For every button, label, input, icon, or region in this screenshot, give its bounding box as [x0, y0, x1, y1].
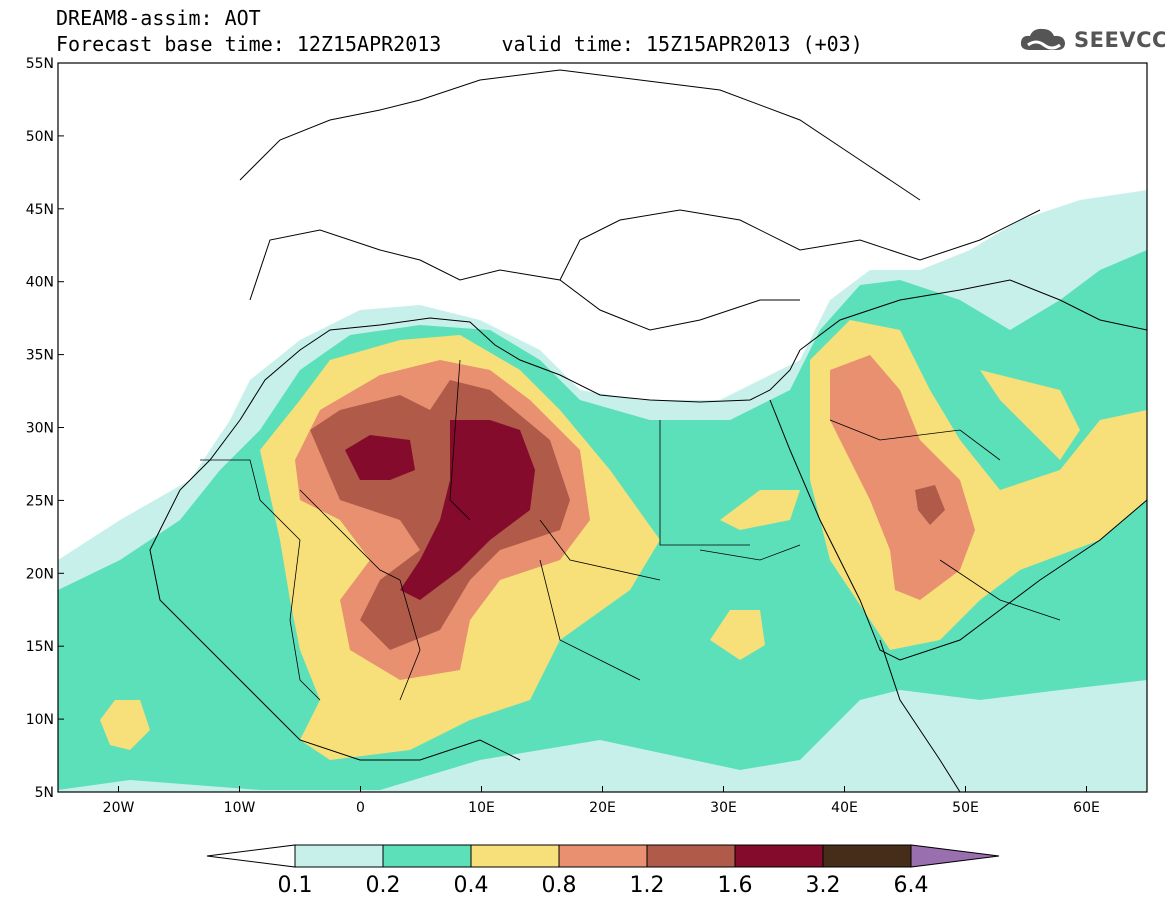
aot-contour-1.2-arabia [915, 485, 945, 525]
aot-contour-0.4-egypt [720, 490, 800, 530]
colorbar-label: 0.1 [278, 873, 313, 898]
aot-contour-1.6-west [345, 435, 415, 480]
colorbar-label: 3.2 [806, 873, 841, 898]
colorbar-bin [822, 844, 912, 868]
colorbar-bin [646, 844, 736, 868]
lat-label-40N: 40N [26, 275, 54, 291]
colorbar-bin [558, 844, 648, 868]
colorbar-label: 0.8 [542, 873, 577, 898]
lon-label-20E: 20E [589, 800, 616, 816]
colorbar-over-arrow [910, 844, 1000, 868]
latitude-axis: 55N 50N 45N 40N 35N 30N 25N 20N 15N 10N 5N [26, 56, 64, 801]
colorbar-label: 6.4 [894, 873, 929, 898]
lon-label-0: 0 [356, 800, 365, 816]
colorbar-bin [382, 844, 472, 868]
lat-label-20N: 20N [26, 566, 54, 582]
lat-label-15N: 15N [26, 639, 54, 655]
colorbar: 0.1 0.2 0.4 0.8 1.2 1.6 3.2 6.4 [206, 844, 1000, 898]
colorbar-under-arrow [206, 844, 296, 868]
colorbar-label: 1.6 [718, 873, 753, 898]
colorbar-bin [470, 844, 560, 868]
lat-label-35N: 35N [26, 348, 54, 364]
lat-label-50N: 50N [26, 129, 54, 145]
aot-field [58, 190, 1147, 792]
lon-label-60E: 60E [1073, 800, 1100, 816]
lon-label-20W: 20W [103, 800, 135, 816]
lat-label-30N: 30N [26, 421, 54, 437]
lat-label-5N: 5N [35, 785, 54, 801]
coastlines [149, 69, 1147, 792]
aot-contour-0.4-gulf [980, 370, 1080, 460]
cloud-logo-icon [1020, 28, 1065, 50]
aot-contour-0.4-sudan [710, 610, 765, 660]
lon-label-10W: 10W [224, 800, 256, 816]
colorbar-label: 0.4 [454, 873, 489, 898]
lon-label-30E: 30E [710, 800, 737, 816]
colorbar-label: 1.2 [630, 873, 665, 898]
chart-subtitle: Forecast base time: 12Z15APR2013 valid t… [56, 32, 863, 56]
lat-label-45N: 45N [26, 202, 54, 218]
lat-label-10N: 10N [26, 712, 54, 728]
longitude-axis: 20W 10W 0 10E 20E 30E 40E 50E 60E [103, 786, 1100, 816]
lat-label-25N: 25N [26, 493, 54, 509]
colorbar-bin [734, 844, 824, 868]
lat-label-55N: 55N [26, 56, 54, 72]
aot-contour-1.6-east [400, 420, 535, 600]
lon-label-10E: 10E [468, 800, 495, 816]
chart-title: DREAM8-assim: AOT [56, 6, 261, 30]
lon-label-40E: 40E [831, 800, 858, 816]
brand-name: SEEVCCC [1074, 28, 1165, 52]
aot-contour-0.4-west [100, 700, 150, 750]
colorbar-bin [294, 844, 384, 868]
country-borders [200, 359, 1061, 701]
lon-label-50E: 50E [952, 800, 979, 816]
brand-logo: SEEVCCC [1018, 26, 1165, 54]
aot-contour-0.8-arabia [830, 355, 975, 600]
colorbar-label: 0.2 [366, 873, 401, 898]
